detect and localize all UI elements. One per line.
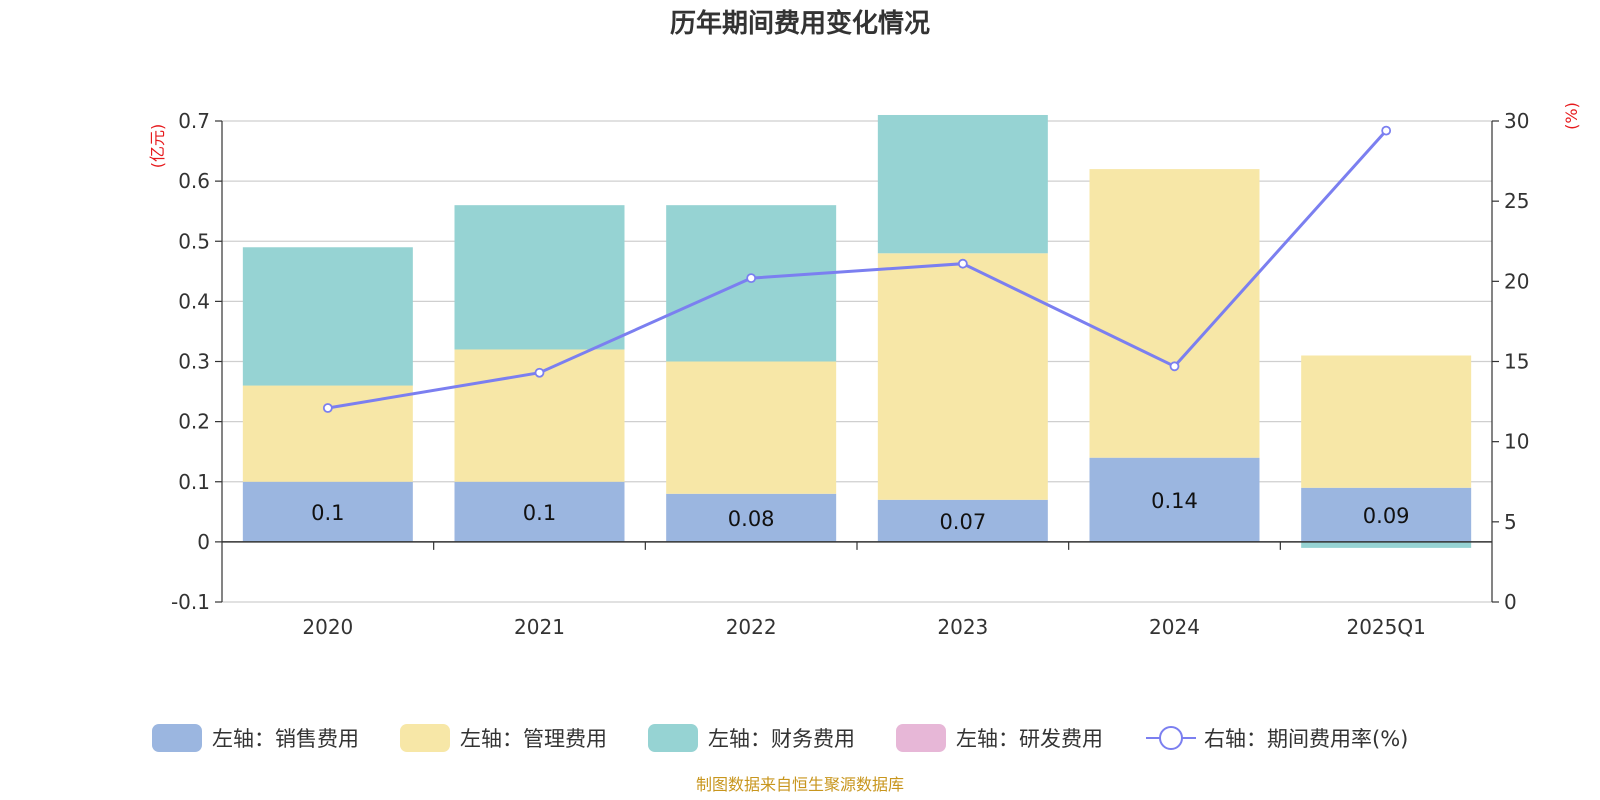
- x-tick-label: 2022: [726, 615, 777, 639]
- right-tick-label: 30: [1504, 109, 1529, 133]
- bar-segment: [666, 493, 837, 542]
- bar-segment: [242, 481, 413, 542]
- left-tick-label: 0.3: [178, 350, 210, 374]
- legend-label: 左轴：销售费用: [212, 727, 359, 751]
- legend-label: 右轴：期间费用率(%): [1204, 727, 1408, 751]
- x-tick-label: 2023: [937, 615, 988, 639]
- legend-swatch: [648, 724, 698, 752]
- x-tick-label: 2025Q1: [1346, 615, 1425, 639]
- data-label: 0.09: [1363, 504, 1410, 528]
- left-tick-label: 0.4: [178, 289, 210, 313]
- left-tick-label: 0.5: [178, 229, 210, 253]
- x-tick-label: 2020: [302, 615, 353, 639]
- source-note: 制图数据来自恒生聚源数据库: [696, 775, 904, 794]
- legend-circle-swatch: [1159, 726, 1183, 750]
- bar-segment: [1301, 487, 1472, 542]
- rate-point: [746, 273, 757, 284]
- left-tick-label: 0.6: [178, 169, 210, 193]
- right-tick-label: 0: [1504, 590, 1517, 614]
- left-tick-label: -0.1: [171, 590, 210, 614]
- x-tick-label: 2024: [1149, 615, 1200, 639]
- rate-line-path: [327, 129, 1388, 410]
- bar-segment: [454, 205, 625, 350]
- bar-segment: [1089, 169, 1260, 458]
- right-tick-label: 25: [1504, 189, 1529, 213]
- rate-line: [322, 125, 1392, 413]
- bar-segment: [877, 253, 1048, 500]
- right-tick-label: 20: [1504, 269, 1529, 293]
- bars: [242, 114, 1472, 548]
- left-tick-label: 0.7: [178, 109, 210, 133]
- bar-segment: [242, 247, 413, 386]
- left-axis-unit: (亿元): [148, 124, 167, 169]
- data-label: 0.1: [523, 501, 556, 525]
- bar-segment: [1301, 541, 1472, 548]
- bar-segment: [666, 205, 837, 362]
- right-axis-unit: (%): [1562, 102, 1581, 130]
- right-tick-label: 10: [1504, 430, 1529, 454]
- legend-swatch: [152, 724, 202, 752]
- right-tick-label: 5: [1504, 510, 1517, 534]
- chart-title: 历年期间费用变化情况: [670, 8, 930, 39]
- left-tick-label: 0.2: [178, 410, 210, 434]
- data-label: 0.1: [311, 501, 344, 525]
- legend-label: 左轴：研发费用: [956, 727, 1103, 751]
- rate-point: [1169, 361, 1180, 372]
- bar-segment: [877, 114, 1048, 254]
- right-tick-label: 15: [1504, 350, 1529, 374]
- data-labels: 0.1 0.1 0.08 0.07 0.14 0.09: [311, 489, 1409, 534]
- bar-segment: [1089, 457, 1260, 542]
- bar-segment: [877, 499, 1048, 542]
- legend-swatch: [400, 724, 450, 752]
- grid-lines: [222, 120, 1492, 603]
- bar-segment: [666, 361, 837, 494]
- x-tick-label: 2021: [514, 615, 565, 639]
- left-tick-label: 0.1: [178, 470, 210, 494]
- legend-label: 左轴：财务费用: [708, 727, 855, 751]
- legend-label: 左轴：管理费用: [460, 727, 607, 751]
- bar-segment: [454, 481, 625, 542]
- legend-swatch: [896, 724, 946, 752]
- axes: 0.7 0.6 0.5 0.4 0.3 0.2 0.1 0 -0.1 30 25 20 15 10 5 0 20…: [171, 109, 1529, 639]
- rate-point: [957, 258, 968, 269]
- data-label: 0.14: [1151, 489, 1198, 513]
- rate-point: [322, 403, 333, 413]
- left-tick-label: 0: [197, 530, 210, 554]
- bar-segment: [242, 385, 413, 482]
- data-label: 0.08: [728, 507, 775, 531]
- legend: 左轴：销售费用 左轴：管理费用 左轴：财务费用 左轴：研发费用 右轴：期间费用率(%): [152, 724, 1408, 752]
- rate-point: [1381, 125, 1392, 136]
- rate-point: [534, 367, 545, 378]
- data-label: 0.07: [939, 510, 986, 534]
- bar-segment: [1301, 355, 1472, 488]
